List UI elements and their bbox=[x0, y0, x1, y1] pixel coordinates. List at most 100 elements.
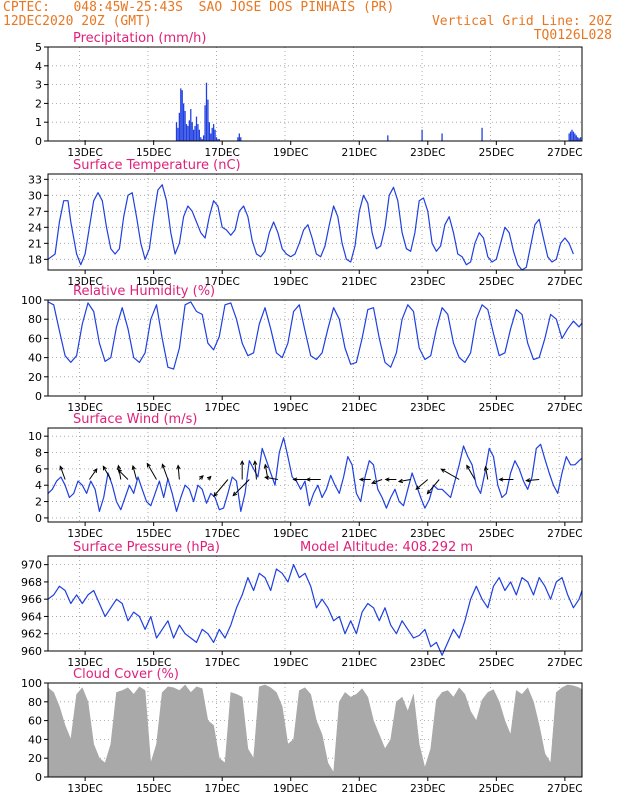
x-tick-label: 15DEC bbox=[136, 657, 171, 669]
x-tick-label: 19DEC bbox=[273, 783, 308, 795]
x-tick-label: 21DEC bbox=[342, 276, 377, 288]
precip-bar bbox=[184, 110, 186, 141]
x-tick-label: 23DEC bbox=[410, 147, 445, 159]
precip-bar bbox=[240, 137, 242, 141]
y-tick-label: 6 bbox=[35, 463, 42, 476]
panel-title: Surface Pressure (hPa) bbox=[73, 540, 220, 555]
x-tick-label: 25DEC bbox=[479, 276, 514, 288]
wind-arrow bbox=[415, 479, 429, 490]
x-tick-label: 25DEC bbox=[479, 783, 514, 795]
x-tick-label: 21DEC bbox=[342, 528, 377, 540]
wind-arrow bbox=[102, 465, 112, 480]
wind-arrow bbox=[525, 478, 540, 483]
y-tick-label: 40 bbox=[28, 733, 42, 746]
wind-arrow bbox=[213, 479, 229, 497]
precip-bar bbox=[201, 139, 203, 141]
series-line bbox=[47, 184, 574, 271]
wind-arrow bbox=[239, 459, 245, 480]
plot-frame bbox=[47, 299, 583, 397]
plot-frame bbox=[47, 427, 583, 523]
precip-bar bbox=[180, 88, 182, 141]
wind-arrow bbox=[358, 477, 371, 482]
x-tick-label: 25DEC bbox=[479, 147, 514, 159]
panel-wind: 0 2 4 6 8 10 13DEC 15DEC 17DEC 19DEC 21DEC 23DEC 25D… bbox=[28, 412, 583, 540]
x-tick-label: 15DEC bbox=[136, 147, 171, 159]
precip-bar bbox=[575, 135, 577, 141]
x-tick-label: 15DEC bbox=[136, 402, 171, 414]
precip-bar bbox=[178, 112, 181, 141]
y-tick-label: 20 bbox=[28, 752, 42, 765]
x-tick-label: 27DEC bbox=[547, 783, 582, 795]
y-tick-label: 24 bbox=[28, 221, 42, 234]
y-tick-label: 80 bbox=[28, 313, 42, 326]
y-tick-label: 20 bbox=[28, 371, 42, 384]
precip-bar bbox=[237, 137, 239, 141]
precip-bar bbox=[217, 139, 219, 141]
y-tick-label: 100 bbox=[21, 294, 42, 307]
wind-arrow bbox=[252, 460, 258, 480]
panel-pressure: 960 962 964 966 968 970 13DEC 15DEC 17DEC 19DEC 21… bbox=[21, 540, 583, 669]
precip-bar bbox=[441, 133, 443, 141]
x-tick-label: 25DEC bbox=[479, 402, 514, 414]
panel-temperature: 18 21 24 27 30 33 13DEC 15DEC 17DEC 19DEC 21DEC 23D… bbox=[28, 158, 583, 288]
precip-bar bbox=[198, 129, 200, 141]
wind-arrow bbox=[397, 478, 411, 484]
series-line bbox=[47, 437, 583, 512]
precip-bar bbox=[211, 127, 213, 141]
plot-frame bbox=[47, 46, 583, 142]
wind-arrow bbox=[466, 464, 476, 480]
y-tick-label: 0 bbox=[35, 771, 42, 784]
x-tick-label: 27DEC bbox=[547, 147, 582, 159]
wind-arrow bbox=[198, 474, 204, 480]
y-tick-label: 968 bbox=[21, 576, 42, 589]
wind-arrow bbox=[146, 462, 157, 480]
model-id: TQ0126L028 bbox=[533, 28, 612, 43]
x-tick-label: 27DEC bbox=[547, 402, 582, 414]
cloud-series bbox=[47, 684, 583, 778]
plot-frame bbox=[47, 555, 583, 652]
precip-bar bbox=[181, 90, 183, 141]
precip-bar bbox=[207, 99, 209, 141]
precip-bar bbox=[187, 125, 189, 141]
precip-bar bbox=[569, 131, 572, 141]
x-tick-label: 13DEC bbox=[67, 147, 102, 159]
station-info: CPTEC: 048:45W-25:43S SAO JOSE DOS PINHA… bbox=[3, 0, 395, 15]
precip-bar bbox=[194, 125, 196, 141]
x-tick-label: 17DEC bbox=[204, 402, 239, 414]
x-tick-label: 21DEC bbox=[342, 783, 377, 795]
precip-bar bbox=[204, 105, 206, 141]
precip-bar bbox=[192, 129, 195, 141]
vertical-grid-info: Vertical Grid Line: 20Z bbox=[431, 14, 612, 29]
y-tick-label: 0 bbox=[35, 390, 42, 403]
x-tick-label: 17DEC bbox=[204, 783, 239, 795]
wind-arrow bbox=[305, 477, 321, 482]
wind-arrow bbox=[498, 477, 514, 482]
y-tick-label: 4 bbox=[35, 479, 42, 492]
x-tick-label: 19DEC bbox=[273, 147, 308, 159]
plot-frame bbox=[47, 682, 583, 778]
wind-arrow bbox=[264, 475, 278, 481]
precip-bar bbox=[214, 129, 216, 141]
precip-bar bbox=[210, 133, 212, 141]
precip-bar bbox=[218, 139, 220, 141]
wind-arrow bbox=[206, 475, 212, 481]
x-tick-label: 17DEC bbox=[204, 657, 239, 669]
x-tick-label: 13DEC bbox=[67, 657, 102, 669]
x-tick-label: 17DEC bbox=[204, 147, 239, 159]
y-tick-label: 18 bbox=[28, 253, 42, 266]
x-tick-label: 23DEC bbox=[410, 657, 445, 669]
precip-bar bbox=[577, 137, 579, 141]
x-tick-label: 21DEC bbox=[342, 402, 377, 414]
x-tick-label: 21DEC bbox=[342, 147, 377, 159]
precip-bar bbox=[202, 135, 205, 141]
y-tick-label: 33 bbox=[28, 173, 42, 186]
wind-arrow bbox=[232, 479, 250, 497]
plot-frame bbox=[47, 173, 583, 271]
precip-bar bbox=[238, 133, 240, 141]
x-tick-label: 19DEC bbox=[273, 402, 308, 414]
wind-arrow bbox=[131, 464, 138, 480]
run-datetime: 12DEC2020 20Z (GMT) bbox=[3, 14, 152, 29]
panel-precipitation: 0 1 2 3 4 5 13DEC 15DEC 17DEC 19DEC 21DEC 23DEC 25DE… bbox=[35, 31, 583, 159]
precip-bar bbox=[208, 122, 210, 141]
